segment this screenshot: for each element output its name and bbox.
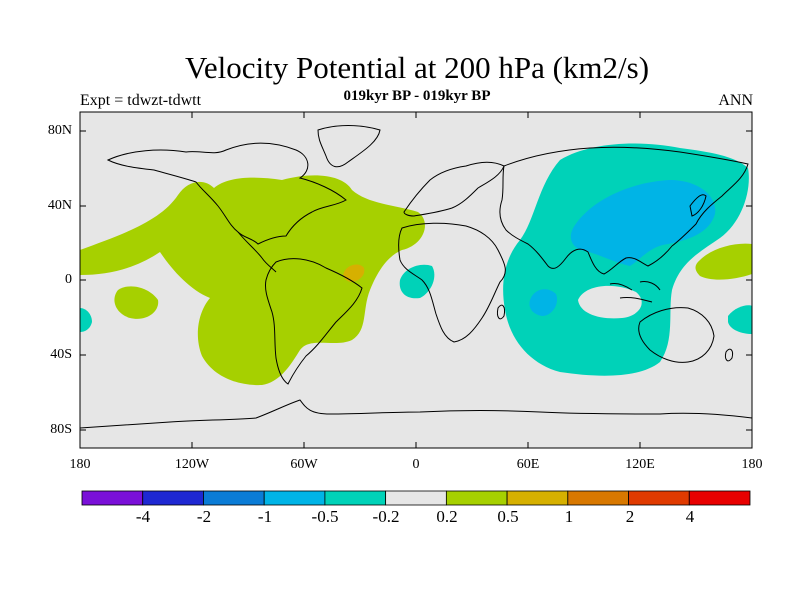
colorbar-label: -1 xyxy=(257,507,273,526)
weak-anomaly-maritime-continent xyxy=(578,285,642,319)
lat-label-40n: 40N xyxy=(47,198,72,213)
lon-label-120e: 120E xyxy=(625,457,655,472)
lon-label-180-left: 180 xyxy=(69,457,91,472)
positive-anomaly-east-pacific xyxy=(114,286,159,319)
coastline-south-america xyxy=(265,258,363,385)
lat-label-80s: 80S xyxy=(50,422,72,437)
lat-label-40s: 40S xyxy=(50,347,72,362)
colorbar-swatch xyxy=(688,490,751,506)
positive-anomaly-americas-atlantic xyxy=(80,175,425,386)
coastline-europe xyxy=(403,161,505,217)
colorbar-label: 4 xyxy=(685,507,695,526)
colorbar-label: -4 xyxy=(135,507,151,526)
lon-label-120w: 120W xyxy=(174,457,210,472)
lat-label-80n: 80N xyxy=(47,123,72,138)
negative-anomaly-east-asia-core xyxy=(570,180,716,266)
colorbar-label: 0.5 xyxy=(497,507,519,526)
colorbar-swatch xyxy=(203,490,265,506)
coastline-new-zealand xyxy=(725,348,733,362)
lon-label-180-right: 180 xyxy=(741,457,763,472)
coastline-japan xyxy=(689,194,707,217)
coastline-antarctica xyxy=(80,399,752,429)
colorbar-label: -2 xyxy=(196,507,212,526)
positive-anomaly-west-pacific xyxy=(695,243,752,280)
coastline-asia xyxy=(499,146,749,275)
coastline-north-america xyxy=(106,142,347,245)
experiment-label: Expt = tdwzt-tdwtt xyxy=(80,92,202,109)
coastline-australia xyxy=(638,307,715,363)
colorbar-label: 2 xyxy=(625,507,635,526)
coastline-africa xyxy=(398,222,506,343)
negative-anomaly-arabian-sea-core xyxy=(529,289,558,316)
colorbar-label: -0.5 xyxy=(311,507,339,526)
colorbar-swatch xyxy=(263,490,326,506)
coastlines xyxy=(80,125,752,429)
negative-anomaly-left-edge xyxy=(80,308,92,332)
coastline-greenland xyxy=(317,125,381,168)
colorbar-swatch xyxy=(81,490,144,506)
latitude-ticks xyxy=(80,130,752,431)
colorbar-swatch xyxy=(385,490,447,506)
colorbar xyxy=(81,490,751,506)
plot-title: Velocity Potential at 200 hPa (km2/s) xyxy=(184,50,650,85)
map-panel xyxy=(80,112,752,448)
negative-anomaly-africa-west xyxy=(399,264,435,299)
lat-label-0: 0 xyxy=(65,272,72,287)
plot-subtitle: 019kyr BP - 019kyr BP xyxy=(343,88,491,104)
colorbar-label: 0.2 xyxy=(436,507,458,526)
colorbar-swatch xyxy=(324,490,387,506)
colorbar-swatch xyxy=(142,490,204,506)
colorbar-swatch xyxy=(445,490,508,506)
lon-label-60e: 60E xyxy=(516,457,540,472)
coastline-madagascar xyxy=(497,304,505,320)
colorbar-label: -0.2 xyxy=(372,507,400,526)
colorbar-label: 1 xyxy=(564,507,574,526)
negative-anomaly-right-edge xyxy=(728,305,752,334)
season-label: ANN xyxy=(718,92,753,109)
colorbar-swatch xyxy=(506,490,569,506)
colorbar-swatch xyxy=(567,490,629,506)
coastline-central-america xyxy=(237,231,277,273)
longitude-ticks xyxy=(191,112,641,448)
coastline-indonesia xyxy=(609,281,661,303)
lon-label-60w: 60W xyxy=(290,457,318,472)
positive-anomaly-atlantic-maximum xyxy=(343,264,365,282)
colorbar-swatch xyxy=(628,490,690,506)
lon-label-0: 0 xyxy=(412,457,420,472)
